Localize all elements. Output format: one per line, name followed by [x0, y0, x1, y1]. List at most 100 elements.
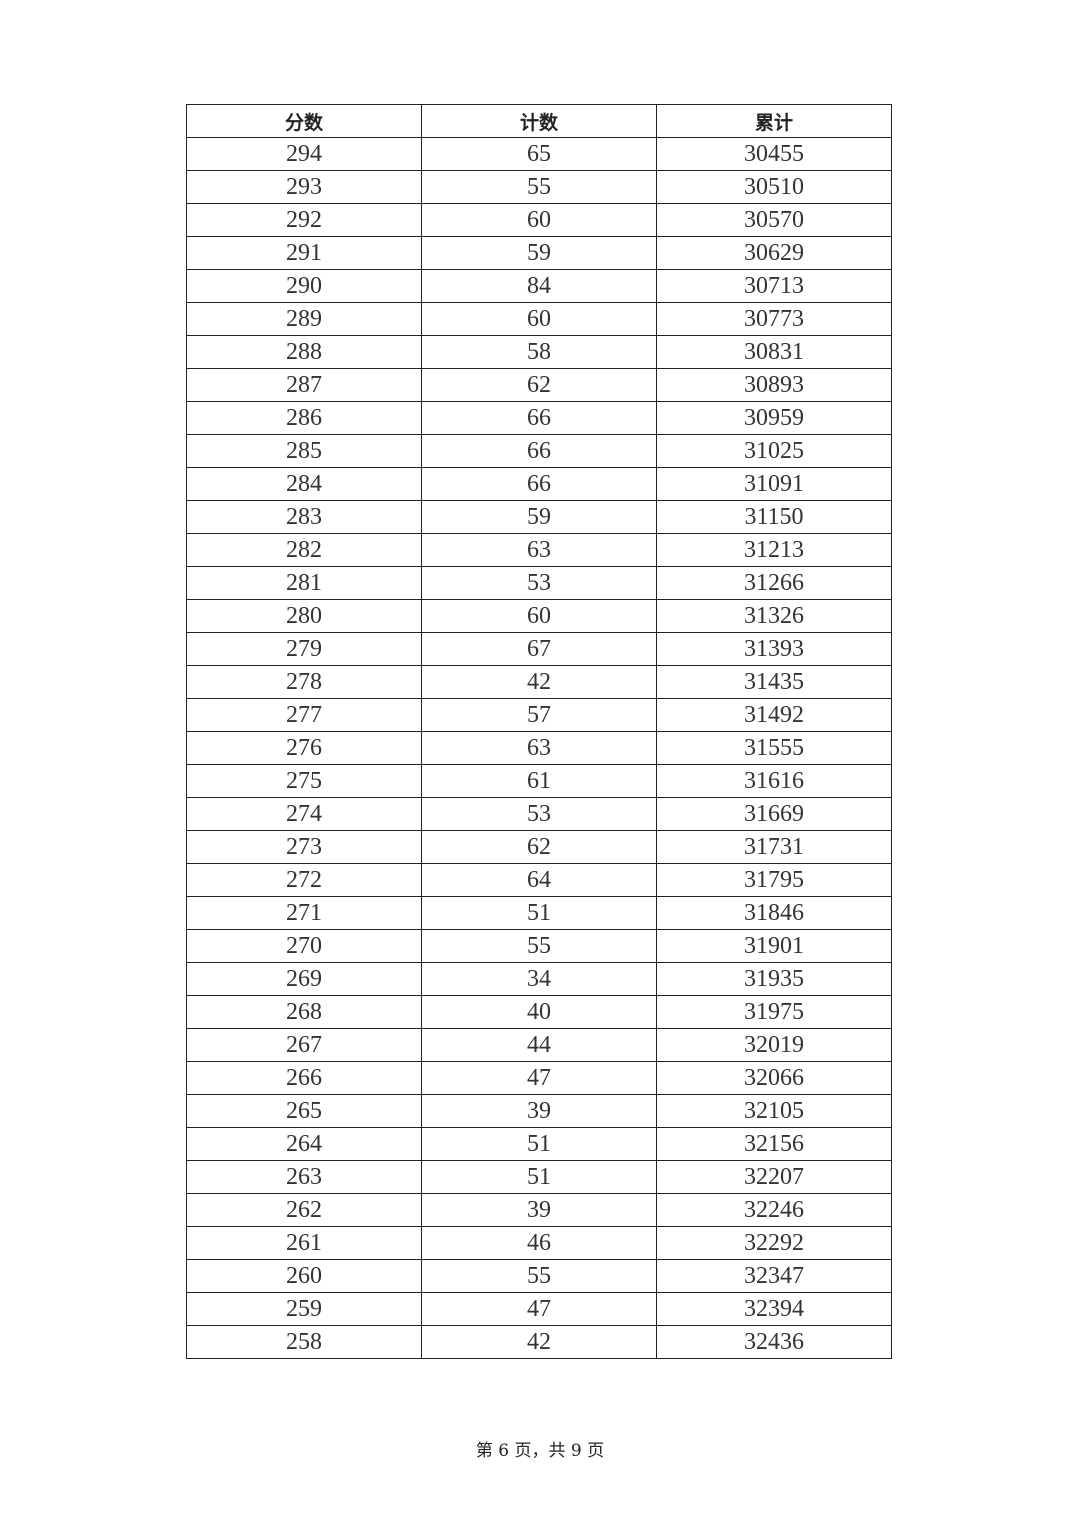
score-cell: 264 — [186, 1127, 422, 1161]
header-score: 分数 — [186, 104, 422, 138]
score-cell: 293 — [186, 170, 422, 204]
count-cell: 64 — [421, 863, 657, 897]
table-row: 289 60 30773 — [186, 302, 892, 336]
cumulative-cell: 32019 — [656, 1028, 892, 1062]
table-row: 292 60 30570 — [186, 203, 892, 237]
table-row: 272 64 31795 — [186, 863, 892, 897]
count-cell: 63 — [421, 731, 657, 765]
cumulative-cell: 32347 — [656, 1259, 892, 1293]
table-row: 261 46 32292 — [186, 1226, 892, 1260]
table-row: 294 65 30455 — [186, 137, 892, 171]
score-cell: 268 — [186, 995, 422, 1029]
count-cell: 62 — [421, 368, 657, 402]
cumulative-cell: 32246 — [656, 1193, 892, 1227]
header-cumulative: 累计 — [656, 104, 892, 138]
score-cell: 274 — [186, 797, 422, 831]
table-row: 284 66 31091 — [186, 467, 892, 501]
table-row: 260 55 32347 — [186, 1259, 892, 1293]
cumulative-cell: 32436 — [656, 1325, 892, 1359]
score-cell: 267 — [186, 1028, 422, 1062]
table-row: 258 42 32436 — [186, 1325, 892, 1359]
score-cell: 290 — [186, 269, 422, 303]
count-cell: 40 — [421, 995, 657, 1029]
cumulative-cell: 31150 — [656, 500, 892, 534]
count-cell: 47 — [421, 1061, 657, 1095]
table-row: 280 60 31326 — [186, 599, 892, 633]
cumulative-cell: 30510 — [656, 170, 892, 204]
score-cell: 265 — [186, 1094, 422, 1128]
score-cell: 258 — [186, 1325, 422, 1359]
score-cell: 287 — [186, 368, 422, 402]
table-row: 268 40 31975 — [186, 995, 892, 1029]
count-cell: 65 — [421, 137, 657, 171]
score-cell: 263 — [186, 1160, 422, 1194]
score-cell: 261 — [186, 1226, 422, 1260]
score-cell: 285 — [186, 434, 422, 468]
table-row: 275 61 31616 — [186, 764, 892, 798]
count-cell: 55 — [421, 1259, 657, 1293]
score-cell: 291 — [186, 236, 422, 270]
score-cell: 276 — [186, 731, 422, 765]
score-cell: 289 — [186, 302, 422, 336]
table-row: 263 51 32207 — [186, 1160, 892, 1194]
table-row: 277 57 31492 — [186, 698, 892, 732]
count-cell: 53 — [421, 566, 657, 600]
count-cell: 34 — [421, 962, 657, 996]
cumulative-cell: 30570 — [656, 203, 892, 237]
count-cell: 66 — [421, 467, 657, 501]
table-row: 287 62 30893 — [186, 368, 892, 402]
cumulative-cell: 32292 — [656, 1226, 892, 1260]
cumulative-cell: 31492 — [656, 698, 892, 732]
cumulative-cell: 31025 — [656, 434, 892, 468]
cumulative-cell: 31213 — [656, 533, 892, 567]
score-cell: 266 — [186, 1061, 422, 1095]
cumulative-cell: 31393 — [656, 632, 892, 666]
count-cell: 66 — [421, 434, 657, 468]
cumulative-cell: 30629 — [656, 236, 892, 270]
table-row: 291 59 30629 — [186, 236, 892, 270]
table-row: 282 63 31213 — [186, 533, 892, 567]
cumulative-cell: 30831 — [656, 335, 892, 369]
count-cell: 39 — [421, 1094, 657, 1128]
score-cell: 288 — [186, 335, 422, 369]
cumulative-cell: 31901 — [656, 929, 892, 963]
cumulative-cell: 31616 — [656, 764, 892, 798]
cumulative-cell: 30713 — [656, 269, 892, 303]
count-cell: 55 — [421, 929, 657, 963]
table-row: 262 39 32246 — [186, 1193, 892, 1227]
cumulative-cell: 31935 — [656, 962, 892, 996]
cumulative-cell: 32066 — [656, 1061, 892, 1095]
score-cell: 275 — [186, 764, 422, 798]
count-cell: 51 — [421, 896, 657, 930]
cumulative-cell: 31846 — [656, 896, 892, 930]
cumulative-cell: 31266 — [656, 566, 892, 600]
score-cell: 282 — [186, 533, 422, 567]
count-cell: 57 — [421, 698, 657, 732]
count-cell: 46 — [421, 1226, 657, 1260]
count-cell: 58 — [421, 335, 657, 369]
count-cell: 44 — [421, 1028, 657, 1062]
score-cell: 281 — [186, 566, 422, 600]
score-cell: 278 — [186, 665, 422, 699]
score-cell: 277 — [186, 698, 422, 732]
cumulative-cell: 31326 — [656, 599, 892, 633]
count-cell: 53 — [421, 797, 657, 831]
page-footer: 第 6 页，共 9 页 — [475, 1441, 605, 1461]
table-row: 279 67 31393 — [186, 632, 892, 666]
cumulative-cell: 32394 — [656, 1292, 892, 1326]
table-row: 271 51 31846 — [186, 896, 892, 930]
count-cell: 42 — [421, 665, 657, 699]
table-row: 267 44 32019 — [186, 1028, 892, 1062]
score-cell: 262 — [186, 1193, 422, 1227]
table-row: 278 42 31435 — [186, 665, 892, 699]
score-cell: 286 — [186, 401, 422, 435]
table-row: 259 47 32394 — [186, 1292, 892, 1326]
cumulative-cell: 31795 — [656, 863, 892, 897]
count-cell: 60 — [421, 599, 657, 633]
table-row: 273 62 31731 — [186, 830, 892, 864]
table-row: 265 39 32105 — [186, 1094, 892, 1128]
table-row: 286 66 30959 — [186, 401, 892, 435]
count-cell: 62 — [421, 830, 657, 864]
score-cell: 259 — [186, 1292, 422, 1326]
cumulative-cell: 31975 — [656, 995, 892, 1029]
